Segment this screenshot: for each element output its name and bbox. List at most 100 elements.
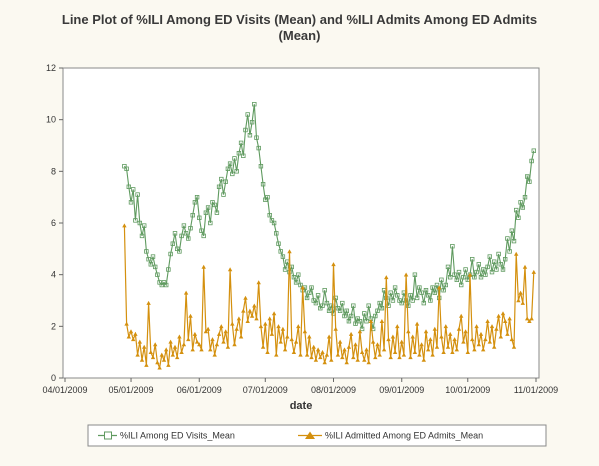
series-1-marker <box>282 267 288 272</box>
series-2-marker <box>485 319 490 323</box>
series-2-marker <box>340 355 345 360</box>
series-1-marker <box>146 256 151 262</box>
series-1-marker <box>377 300 382 306</box>
series-2-marker <box>370 339 376 344</box>
series-1-marker <box>243 127 248 133</box>
series-1-marker <box>274 231 279 236</box>
series-2-marker <box>375 342 380 347</box>
series-2-marker <box>238 334 244 339</box>
series-2-marker <box>128 329 134 334</box>
series-2-marker <box>362 357 367 362</box>
series-2-marker <box>445 344 451 349</box>
series-2-marker <box>514 251 519 256</box>
series-1-marker <box>324 300 330 306</box>
series-1-marker <box>491 259 497 264</box>
series-2-marker <box>333 326 338 331</box>
series-1-marker <box>355 316 360 321</box>
series-2-marker <box>287 249 292 254</box>
series-1-marker <box>496 251 501 257</box>
series-1-marker <box>128 200 134 205</box>
series-2-marker <box>190 347 195 352</box>
series-1-marker <box>174 246 180 251</box>
series-2-marker <box>260 344 266 349</box>
series-2-marker <box>326 334 332 339</box>
series-1-marker <box>507 249 512 254</box>
series-2-marker <box>214 342 220 347</box>
series-1-marker <box>137 220 142 226</box>
series-2-marker <box>498 334 503 339</box>
series-1-marker <box>342 313 347 319</box>
series-1-marker <box>223 179 228 184</box>
series-2-marker <box>454 347 459 352</box>
x-tick-label: 09/01/2009 <box>379 385 424 395</box>
series-2-marker <box>164 347 169 352</box>
series-1-marker <box>150 254 156 259</box>
series-2-marker <box>368 319 374 323</box>
series-2-marker <box>282 347 288 352</box>
series-2-marker <box>478 331 484 336</box>
series-2-marker <box>408 355 413 360</box>
series-2-marker <box>267 316 272 321</box>
series-2-marker <box>518 290 523 295</box>
series-1-marker <box>271 220 277 226</box>
legend-label-2: %ILI Admitted Among ED Admits_Mean <box>325 431 483 441</box>
series-2-marker <box>124 321 129 326</box>
series-1-marker <box>208 220 213 226</box>
series-1-marker <box>516 215 521 220</box>
series-1-marker <box>410 298 415 303</box>
series-1-marker <box>392 285 398 290</box>
series-2-marker <box>212 352 217 357</box>
series-2-marker <box>342 347 347 352</box>
chart-title-area: Line Plot of %ILI Among ED Visits (Mean)… <box>0 0 599 50</box>
series-2-marker <box>155 360 160 365</box>
series-2-marker <box>289 337 294 342</box>
series-1-marker <box>124 166 129 171</box>
series-1-marker <box>527 179 532 184</box>
series-2-marker <box>137 339 142 344</box>
series-1-marker <box>395 293 400 298</box>
series-2-marker <box>403 272 409 277</box>
chart-title: Line Plot of %ILI Among ED Visits (Mean)… <box>61 12 538 43</box>
series-2-marker <box>133 331 138 336</box>
series-2-marker <box>159 352 164 357</box>
series-2-marker <box>379 319 385 323</box>
series-1-marker <box>340 300 345 306</box>
series-1-marker <box>375 308 380 313</box>
series-2-marker <box>395 324 400 329</box>
series-2-marker <box>139 357 145 362</box>
series-2-marker <box>357 329 363 334</box>
x-tick-label: 08/01/2009 <box>311 385 356 395</box>
series-2-marker <box>511 344 517 349</box>
series-2-marker <box>210 337 215 342</box>
series-2-marker <box>423 329 429 334</box>
series-2-marker <box>448 331 453 336</box>
series-2-marker <box>258 324 264 329</box>
series-2-marker <box>419 342 424 347</box>
series-2-marker <box>278 339 283 344</box>
series-1-marker <box>351 303 356 308</box>
series-2-marker <box>172 344 178 349</box>
series-2-marker <box>276 324 281 329</box>
series-1-marker <box>423 287 429 293</box>
series-2-marker <box>205 326 211 331</box>
series-1-marker <box>258 163 264 169</box>
series-1-marker <box>478 274 484 280</box>
series-1-marker <box>461 274 466 280</box>
series-2-marker <box>216 331 222 336</box>
series-2-marker <box>201 264 206 269</box>
y-tick-label: 0 <box>51 373 56 383</box>
series-2-marker <box>157 365 162 370</box>
series-2-marker <box>311 344 316 349</box>
series-2-marker <box>194 339 200 344</box>
x-tick-label: 04/01/2009 <box>42 385 87 395</box>
series-1-marker <box>441 287 446 293</box>
series-1-marker <box>421 300 426 306</box>
series-1-marker <box>489 269 495 275</box>
series-1-marker <box>148 262 153 267</box>
series-1-marker <box>359 326 365 332</box>
y-tick-label: 12 <box>46 63 56 73</box>
x-tick-label: 11/01/2009 <box>514 385 558 395</box>
series-1-marker <box>463 267 468 272</box>
series-2-marker <box>421 357 426 362</box>
series-2-marker <box>355 357 360 362</box>
